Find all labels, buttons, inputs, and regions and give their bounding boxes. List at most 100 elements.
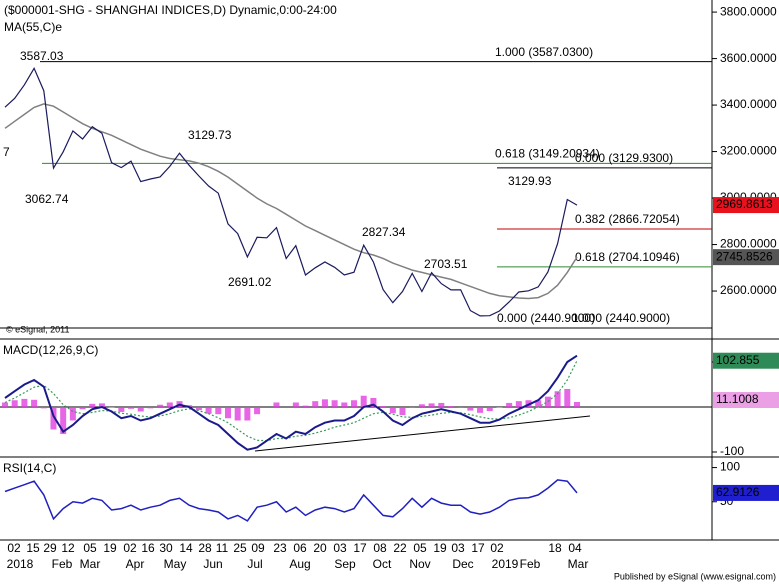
chart-title: ($000001-SHG - SHANGHAI INDICES,D) Dynam… (4, 3, 337, 17)
histogram-bar (486, 406, 493, 412)
x-tick-label: 02 (123, 541, 137, 555)
x-tick-label: 15 (26, 541, 40, 555)
histogram-bar (399, 406, 406, 416)
x-month-label: Oct (373, 557, 392, 571)
x-month-label: Feb (52, 557, 73, 571)
legend-entry: MA(55,C)e (4, 20, 62, 34)
x-tick-label: 02 (7, 541, 21, 555)
histogram-bar (157, 404, 164, 407)
value-box (713, 392, 779, 408)
histogram-bar (370, 397, 377, 407)
histogram-bar (166, 402, 173, 407)
histogram-bar (457, 406, 464, 408)
histogram-bar (409, 406, 416, 408)
copyright: © eSignal, 2011 (6, 324, 70, 334)
histogram-bar (205, 406, 212, 414)
x-tick-label: 02 (490, 541, 504, 555)
series-line (4, 66, 578, 317)
histogram-bar (574, 401, 580, 407)
x-tick-label: 03 (333, 541, 347, 555)
histogram-bar (273, 402, 280, 407)
x-month-label: Dec (452, 557, 473, 571)
x-tick-label: 12 (61, 541, 75, 555)
histogram-bar (321, 399, 328, 407)
histogram-bar (31, 399, 38, 407)
histogram-bar (50, 406, 57, 430)
fib-label: 1.000 (3587.0300) (495, 45, 593, 59)
histogram-bar (351, 400, 358, 407)
histogram-bar (515, 401, 522, 407)
panel-title: RSI(14,C) (3, 461, 56, 475)
value-box (713, 197, 779, 214)
x-tick-label: 30 (159, 541, 173, 555)
histogram-bar (79, 406, 86, 410)
x-tick-label: 20 (313, 541, 327, 555)
histogram-bar (254, 406, 261, 415)
fib-label: 0.618 (3149.20934) (495, 147, 600, 161)
x-month-label: Nov (409, 557, 430, 571)
fib-label: 0.382 (2866.72054) (575, 212, 680, 226)
histogram-bar (2, 402, 8, 407)
x-tick-label: 08 (373, 541, 387, 555)
x-month-label: May (164, 557, 187, 571)
x-tick-label: 19 (103, 541, 117, 555)
value-label: 11.1008 (716, 392, 759, 406)
y-tick-label: 3200.0000 (720, 144, 777, 158)
value-label: 62.9126 (716, 485, 760, 499)
histogram-bar (312, 401, 319, 407)
annotation: 3129.73 (188, 128, 232, 142)
histogram-bar (554, 391, 561, 407)
x-tick-label: 05 (413, 541, 427, 555)
x-tick-label: 04 (568, 541, 582, 555)
histogram-bar (21, 398, 28, 407)
footer-bg (600, 570, 779, 584)
x-month-label: Jun (203, 557, 222, 571)
histogram-bar (428, 403, 435, 407)
fib-label: 0.000 (3129.9300) (575, 151, 673, 165)
histogram-bar (89, 403, 96, 407)
histogram-bar (11, 400, 18, 407)
x-tick-label: 19 (433, 541, 447, 555)
y-tick-label: 100 (720, 460, 740, 474)
histogram-bar (234, 406, 241, 421)
histogram-bar (69, 406, 76, 421)
annotation: 2827.34 (362, 225, 406, 239)
histogram-bar (447, 406, 454, 407)
x-month-label: Mar (80, 557, 101, 571)
histogram-bar (137, 406, 144, 412)
histogram-bar (147, 406, 154, 409)
x-month-label: Mar (568, 557, 589, 571)
x-tick-label: 09 (251, 541, 265, 555)
x-tick-label: 29 (43, 541, 57, 555)
histogram-bar (40, 406, 47, 409)
x-tick-label: 18 (548, 541, 562, 555)
annotation: 2691.02 (228, 275, 272, 289)
histogram-bar (341, 402, 348, 407)
histogram-bar (506, 402, 513, 407)
y-tick-label: 2600.0000 (720, 283, 777, 297)
histogram-bar (438, 402, 445, 407)
x-tick-label: 06 (293, 541, 307, 555)
y-tick-label: -100 (720, 444, 744, 458)
histogram-bar (244, 406, 251, 421)
x-tick-label: 03 (451, 541, 465, 555)
fib-label: 0.618 (2704.10946) (575, 250, 680, 264)
x-tick-label: 28 (198, 541, 212, 555)
y-tick-label: 3400.0000 (720, 97, 777, 111)
x-tick-label: 14 (179, 541, 193, 555)
value-box (713, 249, 779, 266)
series-line (4, 479, 578, 522)
x-month-label: Sep (334, 557, 356, 571)
histogram-bar (535, 400, 542, 407)
series-line (4, 354, 578, 451)
x-tick-label: 23 (273, 541, 287, 555)
histogram-bar (544, 396, 551, 407)
x-tick-label: 17 (471, 541, 485, 555)
fib-label: 1.000 (2440.9000) (572, 311, 670, 325)
histogram-bar (118, 406, 125, 412)
x-tick-label: 16 (141, 541, 155, 555)
x-tick-label: 25 (233, 541, 247, 555)
series-line (4, 103, 578, 300)
